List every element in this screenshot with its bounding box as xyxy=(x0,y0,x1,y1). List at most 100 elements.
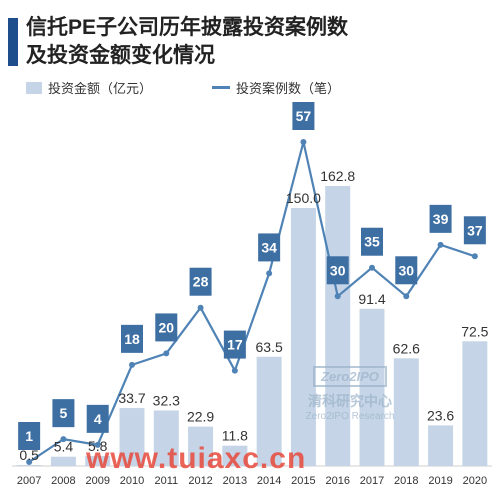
case-badge-label-2016: 30 xyxy=(330,262,346,278)
bar-2014 xyxy=(256,356,282,466)
x-tick-label-2008: 2008 xyxy=(51,475,75,487)
case-badge-label-2009: 4 xyxy=(94,411,102,427)
x-tick-label-2020: 2020 xyxy=(463,475,487,487)
watermark-site: www.tuiaxc.cn xyxy=(86,442,307,475)
chart-title: 信托PE子公司历年披露投资案例数 及投资金额变化情况 xyxy=(26,14,446,70)
x-tick-label-2018: 2018 xyxy=(394,475,418,487)
case-badge-2013 xyxy=(223,330,246,359)
x-tick-label-2014: 2014 xyxy=(257,475,281,487)
case-badge-label-2020: 37 xyxy=(467,222,483,238)
line-point-2018 xyxy=(403,293,410,300)
legend-item-line: 投资案例数（笔） xyxy=(212,78,340,97)
line-point-2012 xyxy=(197,304,204,311)
bar-2011 xyxy=(153,410,179,466)
legend-label-line: 投资案例数（笔） xyxy=(236,81,341,96)
case-badge-2019 xyxy=(429,204,452,233)
chart-title-line-1: 信托PE子公司历年披露投资案例数 xyxy=(26,16,349,39)
bar-value-label-2010: 33.7 xyxy=(118,390,145,406)
case-badge-label-2019: 39 xyxy=(433,211,449,227)
bar-2012 xyxy=(188,426,214,466)
x-tick-label-2017: 2017 xyxy=(360,475,384,487)
case-badge-label-2008: 5 xyxy=(60,405,68,421)
case-badge-2011 xyxy=(155,313,178,342)
bar-value-label-2012: 22.9 xyxy=(187,409,214,425)
case-badge-2014 xyxy=(258,233,281,262)
line-point-2017 xyxy=(369,264,375,271)
bar-value-label-2017: 91.4 xyxy=(358,291,385,307)
case-badge-2008 xyxy=(52,399,75,428)
bar-value-label-2016: 162.8 xyxy=(320,168,355,184)
bar-value-label-2015: 150.0 xyxy=(286,190,321,206)
x-tick-label-2009: 2009 xyxy=(85,475,109,487)
bar-2008 xyxy=(50,456,76,466)
bar-value-label-2014: 63.5 xyxy=(256,339,283,355)
bar-2010 xyxy=(119,408,145,466)
case-badge-2009 xyxy=(86,404,109,433)
line-point-2016 xyxy=(334,293,341,300)
bar-value-label-2008: 5.4 xyxy=(54,439,74,455)
case-badge-2007 xyxy=(18,422,41,450)
x-tick-label-2016: 2016 xyxy=(325,475,349,487)
bar-value-label-2011: 32.3 xyxy=(153,392,180,408)
bar-value-label-2019: 23.6 xyxy=(427,407,454,423)
watermark-logo: Zero2IPO 清科研究中心 Zero2IPO Research xyxy=(300,366,400,432)
case-badge-label-2015: 57 xyxy=(296,108,312,124)
watermark-logo-text: Zero2IPO xyxy=(313,366,387,387)
bar-2018 xyxy=(393,358,419,466)
watermark-cn: 清科研究中心 xyxy=(308,393,392,409)
case-badge-label-2011: 20 xyxy=(158,319,174,335)
bar-2016 xyxy=(325,186,351,466)
case-badge-2020 xyxy=(463,216,486,245)
case-badge-2012 xyxy=(189,267,212,296)
case-badge-2010 xyxy=(121,324,143,353)
x-tick-label-2010: 2010 xyxy=(120,475,144,487)
line-point-2011 xyxy=(163,350,170,357)
legend-item-bar: 投资金额（亿元） xyxy=(26,78,152,97)
title-accent-bar xyxy=(8,18,18,66)
line-point-2010 xyxy=(129,361,135,368)
bar-value-label-2020: 72.5 xyxy=(461,323,488,339)
bar-2013 xyxy=(222,445,248,466)
bar-value-label-2007: 0.5 xyxy=(19,447,39,463)
line-point-2009 xyxy=(94,441,101,448)
case-badge-2017 xyxy=(361,227,383,256)
case-badge-label-2017: 35 xyxy=(364,234,380,250)
case-badge-2015 xyxy=(292,102,315,130)
case-badge-2016 xyxy=(326,256,349,285)
bar-value-label-2018: 62.6 xyxy=(393,340,420,356)
bar-2009 xyxy=(85,456,111,466)
line-point-2007 xyxy=(26,459,33,465)
x-tick-label-2013: 2013 xyxy=(223,475,247,487)
bar-2007 xyxy=(16,465,42,466)
case-badge-label-2007: 1 xyxy=(25,428,33,444)
line-point-2020 xyxy=(471,253,478,260)
x-tick-label-2015: 2015 xyxy=(291,475,315,487)
chart-title-line-2: 及投资金额变化情况 xyxy=(26,44,215,67)
line-point-2013 xyxy=(231,367,238,374)
bar-2017 xyxy=(359,308,385,466)
bar-value-label-2009: 5.8 xyxy=(88,438,108,454)
watermark-en: Zero2IPO Research xyxy=(305,411,395,422)
case-badge-label-2013: 17 xyxy=(227,337,243,353)
bar-2019 xyxy=(428,425,454,466)
x-tick-label-2019: 2019 xyxy=(428,475,452,487)
legend-swatch-line xyxy=(212,86,230,89)
line-point-2014 xyxy=(266,270,273,277)
case-badge-label-2012: 28 xyxy=(193,274,209,290)
case-badge-label-2010: 18 xyxy=(124,331,140,347)
line-point-2015 xyxy=(300,139,307,145)
case-badge-label-2014: 34 xyxy=(261,239,277,255)
legend-label-bar: 投资金额（亿元） xyxy=(48,81,153,96)
legend-swatch-bar xyxy=(26,81,42,94)
case-badge-2018 xyxy=(395,256,418,285)
bar-2015 xyxy=(290,208,316,466)
line-point-2019 xyxy=(437,241,444,248)
x-tick-label-2011: 2011 xyxy=(154,475,178,487)
line-point-2008 xyxy=(60,436,67,443)
x-tick-label-2007: 2007 xyxy=(17,475,41,487)
bar-2020 xyxy=(462,341,488,466)
bar-value-label-2013: 11.8 xyxy=(222,428,248,444)
x-tick-label-2012: 2012 xyxy=(188,475,212,487)
